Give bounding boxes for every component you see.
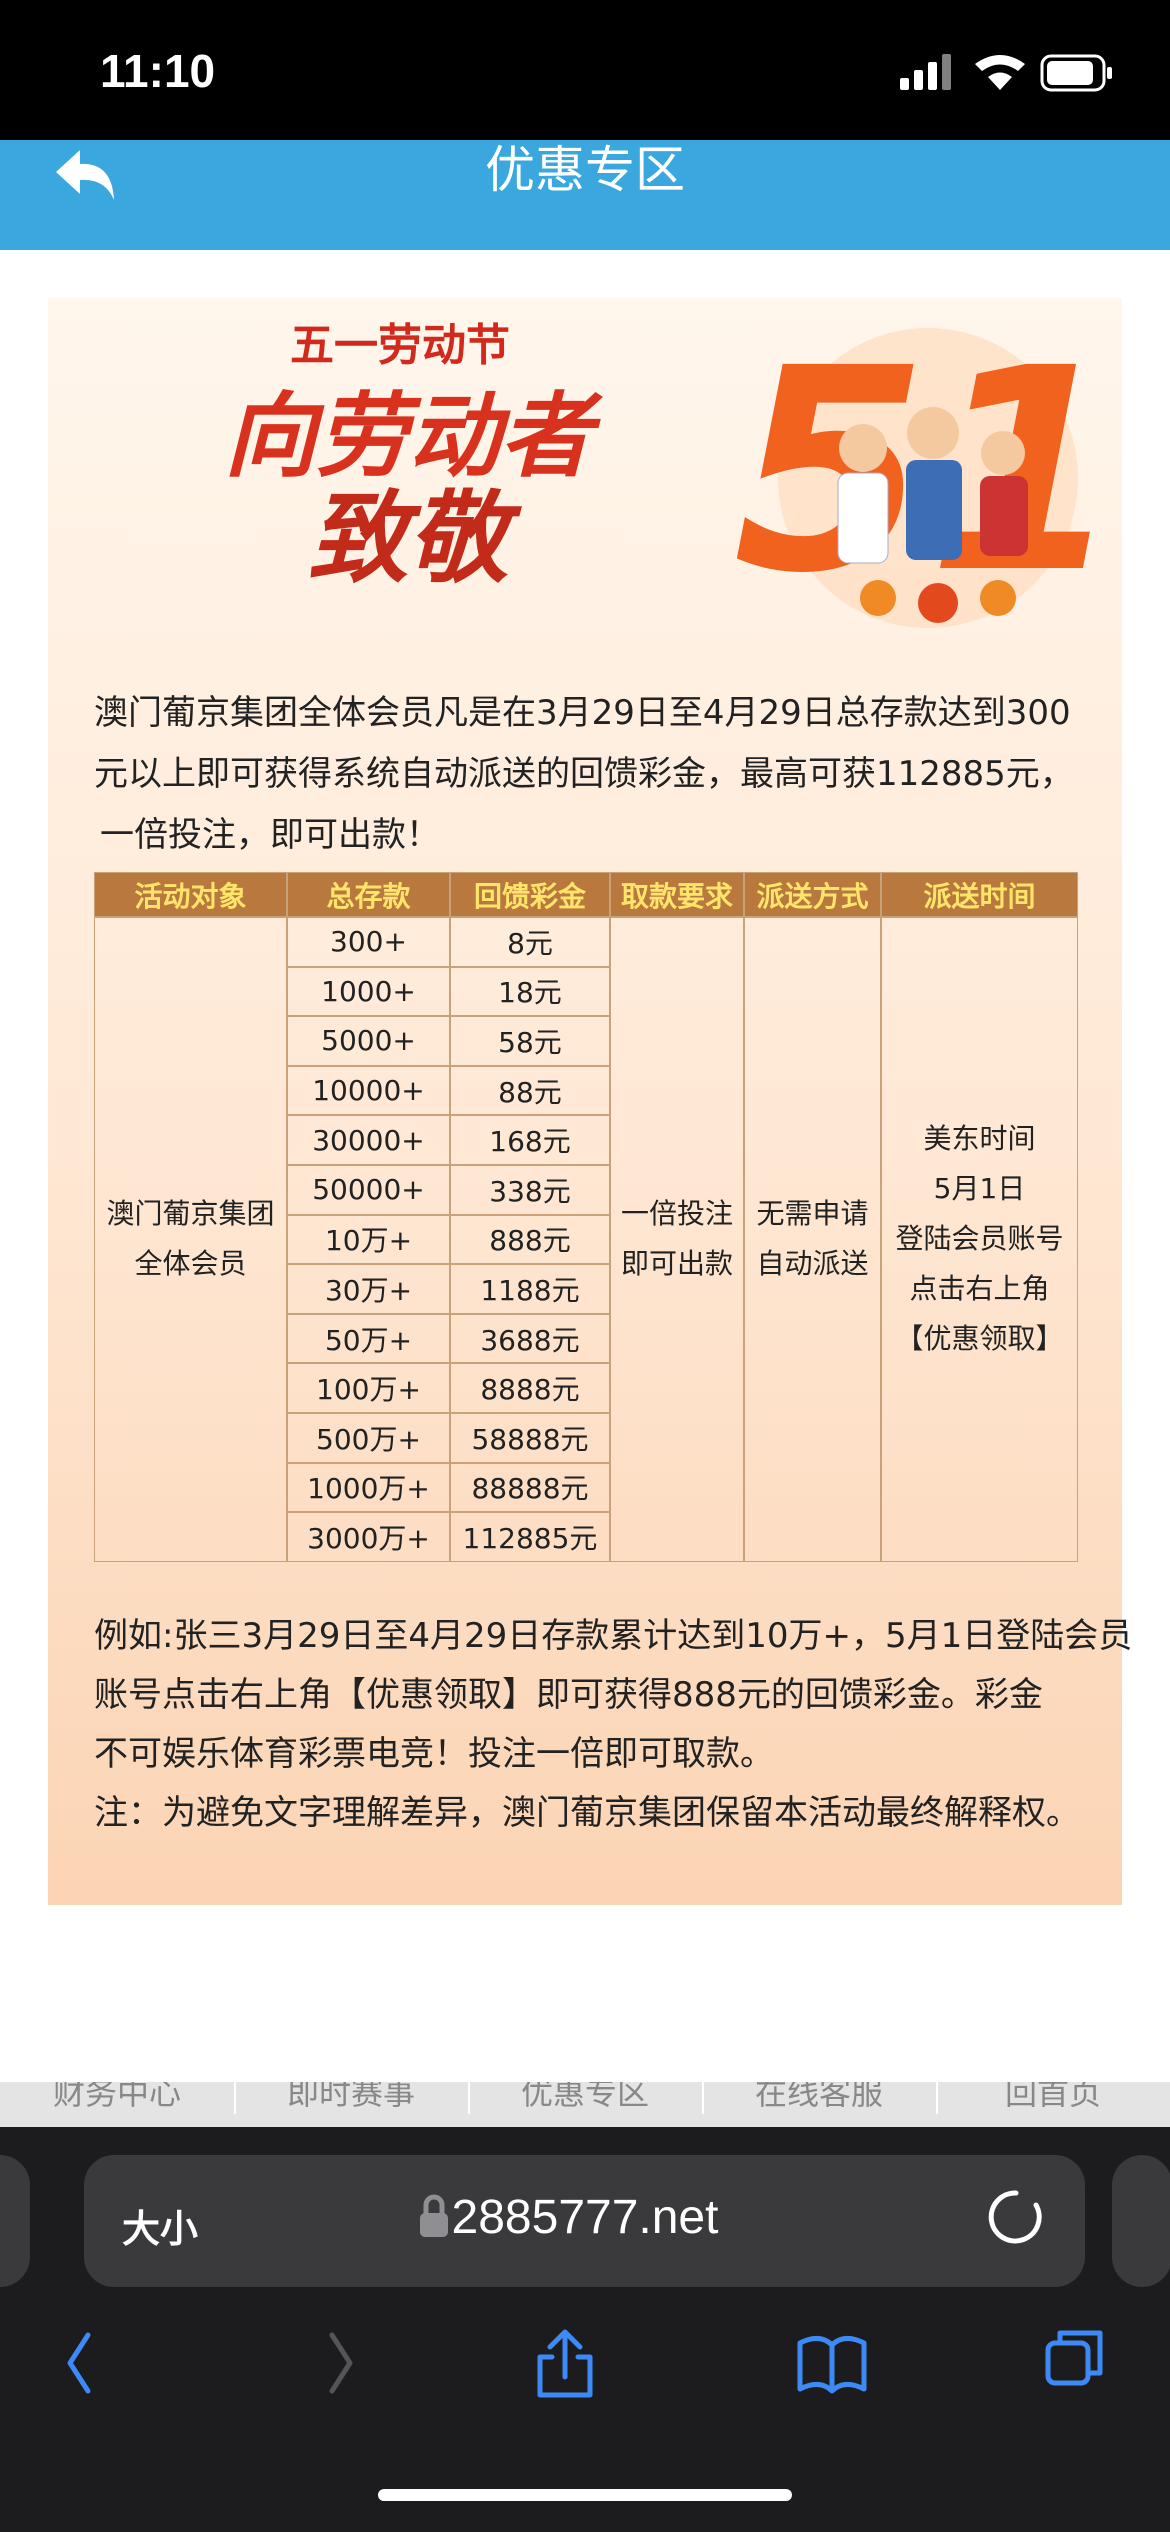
cell-line: 全体会员 [134,1247,247,1281]
banner-line1: 向劳动者 [224,383,603,490]
text-size-button[interactable]: 大小 [122,2207,199,2251]
deposit-cell: 50000+ [287,1165,450,1215]
footer-line: 注：为避免文字理解差异，澳门葡京集团保留本活动最终解释权。 [94,1793,1080,1833]
bonus-cell: 88888元 [450,1462,610,1513]
bonus-cell: 58888元 [450,1413,610,1463]
merged-cell: 一倍投注 即可出款 [610,917,744,1562]
bonus-cell: 888元 [450,1214,610,1265]
cell-line: 【优惠领取】 [895,1322,1064,1356]
banner-line2: 致敬 [308,480,522,597]
deposit-cell: 30000+ [287,1115,450,1165]
table-header: 派送时间 [881,872,1078,917]
merged-cell: 澳门葡京集团 全体会员 [94,917,287,1562]
header-title: 优惠专区 [485,141,685,199]
deposit-cell: 5000+ [287,1016,450,1066]
bonus-cell: 112885元 [450,1512,610,1562]
bonus-cell: 58元 [450,1016,610,1066]
cell-line: 一倍投注 [620,1197,733,1231]
deposit-cell: 500万+ [287,1413,450,1463]
cell-line: 美东时间 [923,1122,1036,1156]
deposit-cell: 100万+ [287,1363,450,1413]
intro-line: 元以上即可获得系统自动派送的回馈彩金，最高可获112885元， [94,754,1074,794]
tab-item[interactable]: 回首页 [936,2082,1170,2114]
address-bar[interactable] [84,2155,1085,2287]
back-button[interactable] [50,140,130,210]
deposit-cell: 10000+ [287,1065,450,1116]
cell-line: 登陆会员账号 [895,1222,1064,1256]
deposit-cell: 1000+ [287,966,450,1017]
footer-line: 不可娱乐体育彩票电竞！投注一倍即可取款。 [94,1734,774,1774]
table-header: 总存款 [287,872,450,917]
url: 2885777.net [451,2191,719,2244]
footer-line: 例如:张三3月29日至4月29日存款累计达到10万+，5月1日登陆会员 [94,1616,1133,1656]
bonus-cell: 338元 [450,1165,610,1215]
cell-line: 点击右上角 [909,1272,1050,1306]
header-bar [0,140,1170,250]
tab-item[interactable]: 优惠专区 [468,2082,704,2114]
bonus-cell: 8元 [450,917,610,967]
tab-item[interactable]: 在线客服 [702,2082,938,2114]
deposit-cell: 30万+ [287,1264,450,1314]
status-icons [900,54,1112,92]
bonus-cell: 168元 [450,1115,610,1165]
table-header: 派送方式 [744,872,881,917]
workers-illustration [837,407,1028,623]
deposit-cell: 3000万+ [287,1512,450,1562]
deposit-cell: 1000万+ [287,1462,450,1513]
tab-item[interactable]: 即时赛事 [234,2082,470,2114]
merged-cell: 无需申请 自动派送 [744,917,881,1562]
bonus-cell: 3688元 [450,1313,610,1364]
table-header: 回馈彩金 [450,872,610,917]
bonus-cell: 18元 [450,966,610,1017]
prev-tab[interactable] [0,2155,30,2287]
banner: 五一劳动节 向劳动者 致敬 51 [224,309,1122,635]
bonus-cell: 88元 [450,1065,610,1116]
cell-line: 5月1日 [933,1172,1026,1206]
table-header: 取款要求 [610,872,744,917]
cell-line: 自动派送 [756,1247,869,1281]
tab-item[interactable]: 财务中心 [0,2082,236,2114]
status-time: 11:10 [100,45,216,97]
browser-icons [67,2190,1103,2501]
banner-subtitle: 五一劳动节 [290,320,510,371]
cell-line: 即可出款 [620,1247,733,1281]
deposit-cell: 50万+ [287,1313,450,1364]
bonus-cell: 8888元 [450,1363,610,1413]
deposit-cell: 300+ [287,917,450,967]
next-tab[interactable] [1112,2155,1170,2287]
intro-line: 一倍投注，即可出款！ [100,815,440,855]
merged-cell: 美东时间 5月1日登陆会员账号 点击右上角【优惠领取】 [881,917,1078,1562]
status-bar [0,0,1170,140]
tab-bar: 财务中心 即时赛事 优惠专区 在线客服 回首页 [0,2082,1170,2128]
table-header: 活动对象 [94,872,287,917]
intro-line: 澳门葡京集团全体会员凡是在3月29日至4月29日总存款达到300 [94,693,1071,733]
deposit-cell: 10万+ [287,1214,450,1265]
bonus-cell: 1188元 [450,1264,610,1314]
footer-line: 账号点击右上角【优惠领取】即可获得888元的回馈彩金。彩金 [94,1675,1043,1715]
cell-line: 无需申请 [756,1197,869,1231]
cell-line: 澳门葡京集团 [106,1197,275,1231]
